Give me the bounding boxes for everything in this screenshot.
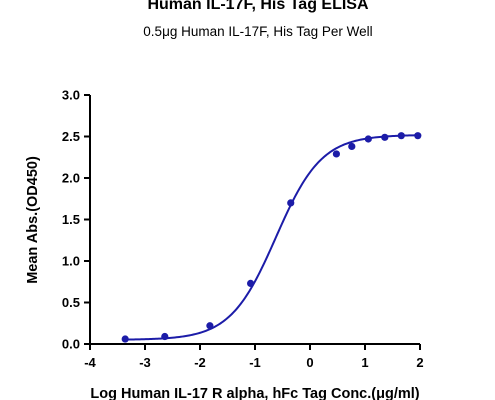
x-tick-label: -4 — [84, 355, 96, 370]
x-tick-label: 0 — [306, 355, 313, 370]
data-point — [332, 150, 340, 158]
x-tick-label: 2 — [416, 355, 423, 370]
y-tick-label: 3.0 — [62, 88, 80, 103]
data-point — [381, 133, 389, 141]
y-axis-label: Mean Abs.(OD450) — [25, 156, 41, 284]
data-point — [287, 199, 295, 207]
chart-title: Human IL-17F, His Tag ELISA — [147, 0, 369, 13]
data-point — [348, 142, 356, 151]
x-tick-label: -3 — [139, 355, 151, 370]
data-point — [414, 132, 422, 140]
data-point — [206, 322, 214, 330]
chart-subtitle: 0.5μg Human IL-17F, His Tag Per Well — [143, 24, 372, 39]
y-tick-label: 2.5 — [62, 129, 80, 144]
x-tick-label: -1 — [249, 355, 261, 370]
x-axis-label: Log Human IL-17 R alpha, hFc Tag Conc.(μ… — [90, 386, 419, 400]
data-point — [121, 335, 129, 343]
y-tick-label: 2.0 — [62, 171, 80, 186]
y-tick-label: 0.5 — [62, 295, 80, 310]
data-point — [397, 132, 405, 140]
x-tick-label: 1 — [361, 355, 368, 370]
y-tick-label: 0.0 — [62, 337, 80, 352]
fit-curve — [125, 134, 418, 341]
y-tick-label: 1.5 — [62, 212, 80, 227]
x-tick-label: -2 — [194, 355, 206, 370]
data-point — [247, 279, 255, 288]
data-point — [161, 332, 169, 341]
y-tick-label: 1.0 — [62, 254, 80, 269]
plot-area: -4 -3 -2 -1 0 1 2 0.0 0.5 1.0 1.5 2.0 2.5 3.0 — [62, 88, 424, 371]
data-point — [364, 135, 372, 143]
